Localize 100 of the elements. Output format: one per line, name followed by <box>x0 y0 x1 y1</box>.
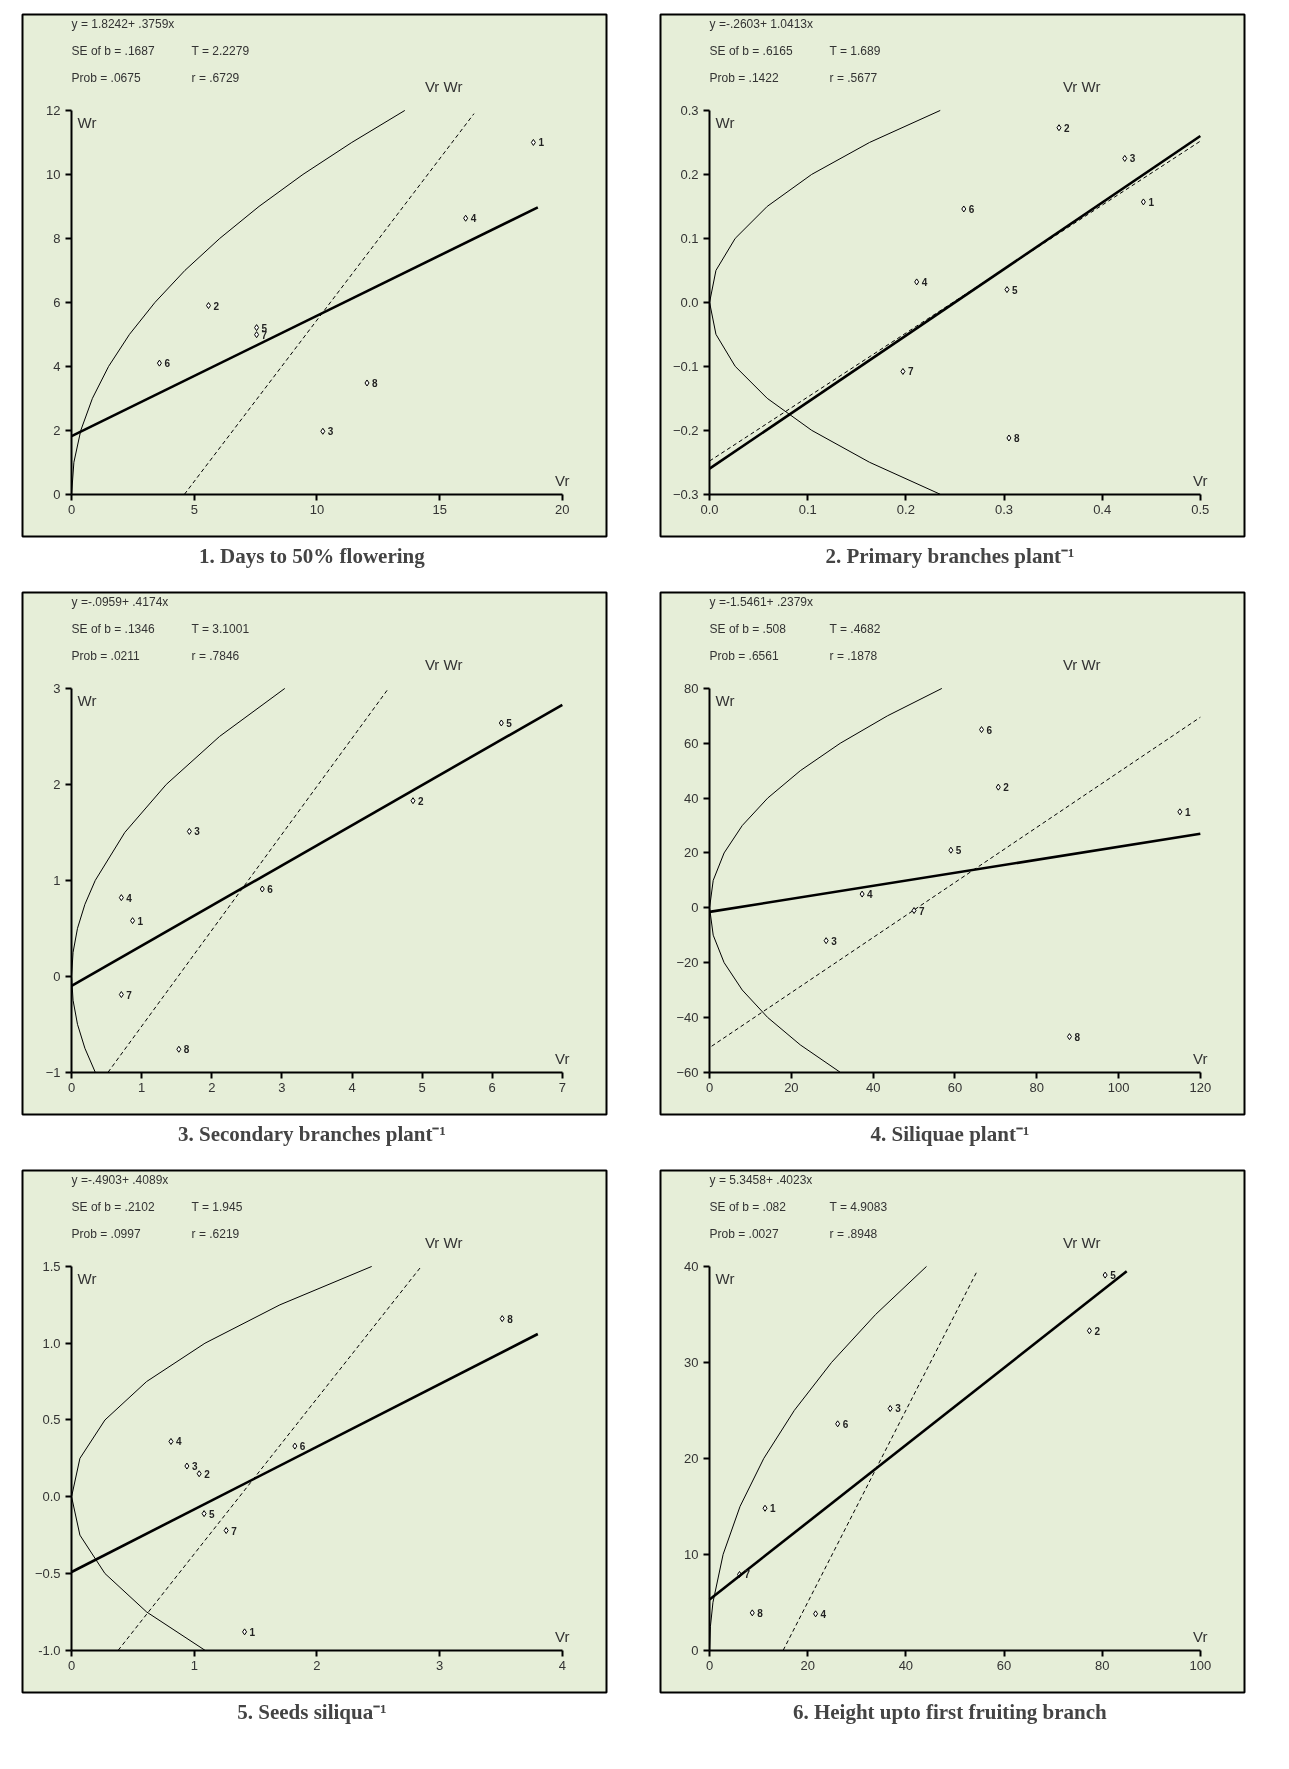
x-tick-label: 5 <box>418 1080 426 1096</box>
y-tick-label: 1.5 <box>42 1258 61 1274</box>
annotation: 5 <box>955 845 962 857</box>
x-tick-label: 0 <box>705 1080 714 1096</box>
text: r = .1878 <box>829 648 878 663</box>
x-tick-label: 0 <box>67 1080 76 1096</box>
text: y =-.4903+ .4089x <box>71 1173 169 1188</box>
annotation: 5 <box>209 1508 216 1520</box>
text: 6. Height upto first fruiting branch <box>792 1699 1108 1724</box>
text: y =-.0959+ .4174x <box>71 595 169 610</box>
x-tick-label: 6 <box>488 1080 496 1096</box>
x-tick-label: 0.3 <box>994 502 1014 518</box>
y-tick-label: 10 <box>684 1546 699 1562</box>
annotation: 3 <box>1129 153 1136 165</box>
y-tick-label: 4 <box>53 358 61 374</box>
text: 5. Seeds siliqua⁻¹ <box>237 1699 387 1724</box>
x-axis-title: Vr <box>555 1628 570 1646</box>
annotation: 2 <box>418 795 424 807</box>
text: 3. Secondary branches plant⁻¹ <box>178 1121 446 1146</box>
text: T = 4.9083 <box>829 1199 888 1214</box>
y-axis-title: Wr <box>715 1270 735 1288</box>
x-tick-label: 15 <box>432 502 447 518</box>
x-tick-label: 0.5 <box>1191 502 1210 518</box>
text: SE of b = .2102 <box>71 1199 155 1214</box>
annotation: 7 <box>919 905 926 917</box>
y-tick-label: −60 <box>676 1064 699 1080</box>
y-tick-label: 40 <box>684 1258 699 1274</box>
y-tick-label: 0.0 <box>42 1489 61 1505</box>
y-tick-label: 1 <box>53 872 61 888</box>
y-tick-label: 2 <box>53 776 61 792</box>
x-tick-label: 60 <box>996 1658 1012 1674</box>
text: T = 2.2279 <box>191 43 250 58</box>
y-tick-label: −0.2 <box>672 422 699 438</box>
text: SE of b = .1687 <box>71 43 155 58</box>
text: Vr Wr <box>424 656 463 674</box>
y-tick-label: 2 <box>53 422 61 438</box>
annotation: 8 <box>183 1044 190 1056</box>
x-tick-label: 2 <box>208 1080 216 1096</box>
x-axis-title: Vr <box>1193 1050 1208 1068</box>
x-axis-title: Vr <box>555 472 570 490</box>
y-tick-label: 20 <box>684 845 699 861</box>
y-tick-label: 0.3 <box>680 102 699 118</box>
annotation: 3 <box>831 935 838 947</box>
annotation: 6 <box>986 724 993 736</box>
annotation: 3 <box>895 1403 902 1415</box>
annotation: 1 <box>538 137 545 149</box>
x-tick-label: 0 <box>67 502 76 518</box>
text: Vr Wr <box>1062 656 1101 674</box>
annotation: 8 <box>1074 1031 1081 1043</box>
annotation: 4 <box>921 276 928 288</box>
x-tick-label: 5 <box>190 502 198 518</box>
text: Prob = .0027 <box>709 1226 779 1241</box>
y-tick-label: 0.2 <box>680 166 699 182</box>
y-tick-label: -1.0 <box>38 1642 61 1658</box>
annotation: 7 <box>907 366 914 378</box>
text: r = .6219 <box>191 1226 240 1241</box>
x-tick-label: 7 <box>558 1080 566 1096</box>
text: SE of b = .1346 <box>71 621 155 636</box>
x-tick-label: 1 <box>190 1658 198 1674</box>
annotation: 1 <box>137 915 144 927</box>
x-tick-label: 40 <box>865 1080 881 1096</box>
x-tick-label: 3 <box>436 1658 444 1674</box>
text: r = .7846 <box>191 648 240 663</box>
annotation: 4 <box>820 1608 827 1620</box>
text: Prob = .0675 <box>71 70 141 85</box>
y-tick-label: 0 <box>691 900 699 916</box>
text: Prob = .1422 <box>709 70 779 85</box>
text: r = .8948 <box>829 1226 878 1241</box>
text: y =-.2603+ 1.0413x <box>709 17 813 32</box>
text: T = .4682 <box>829 621 881 636</box>
annotation: 2 <box>204 1468 211 1480</box>
annotation: 7 <box>231 1525 238 1537</box>
text: y = 1.8242+ .3759x <box>71 17 175 32</box>
annotation: 3 <box>191 1461 198 1473</box>
x-axis-title: Vr <box>1193 1628 1208 1646</box>
annotation: 4 <box>126 892 133 904</box>
annotation: 3 <box>327 426 334 438</box>
text: Vr Wr <box>424 1234 463 1252</box>
y-tick-label: −40 <box>676 1009 699 1025</box>
y-tick-label: −0.1 <box>672 358 699 374</box>
annotation: 4 <box>175 1436 182 1448</box>
text: SE of b = .6165 <box>709 43 793 58</box>
text: Prob = .0997 <box>71 1226 141 1241</box>
annotation: 5 <box>1110 1270 1117 1282</box>
y-tick-label: 80 <box>684 680 699 696</box>
y-tick-label: 0.5 <box>42 1412 61 1428</box>
annotation: 7 <box>126 989 133 1001</box>
text: r = .6729 <box>191 70 240 85</box>
y-tick-label: 12 <box>46 102 61 118</box>
y-tick-label: 20 <box>684 1450 699 1466</box>
y-axis-title: Wr <box>715 114 735 132</box>
x-tick-label: 80 <box>1029 1080 1044 1096</box>
y-tick-label: 40 <box>684 790 699 806</box>
y-tick-label: −0.3 <box>672 486 699 502</box>
annotation: 4 <box>867 889 874 901</box>
text: y =-1.5461+ .2379x <box>709 595 813 610</box>
text: T = 3.1001 <box>191 621 250 636</box>
text: Vr Wr <box>1062 1234 1101 1252</box>
y-tick-label: 0.0 <box>680 294 699 310</box>
annotation: 6 <box>842 1418 849 1430</box>
